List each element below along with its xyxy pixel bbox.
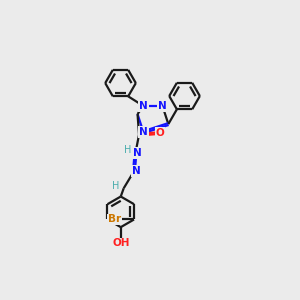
Text: N: N <box>133 148 141 158</box>
Text: O: O <box>156 128 165 138</box>
Text: Br: Br <box>108 214 122 224</box>
Text: OH: OH <box>112 238 130 248</box>
Text: H: H <box>124 145 131 155</box>
Text: N: N <box>132 166 141 176</box>
Text: N: N <box>139 101 148 111</box>
Text: N: N <box>139 127 148 137</box>
Text: N: N <box>158 101 167 111</box>
Text: H: H <box>112 181 120 191</box>
